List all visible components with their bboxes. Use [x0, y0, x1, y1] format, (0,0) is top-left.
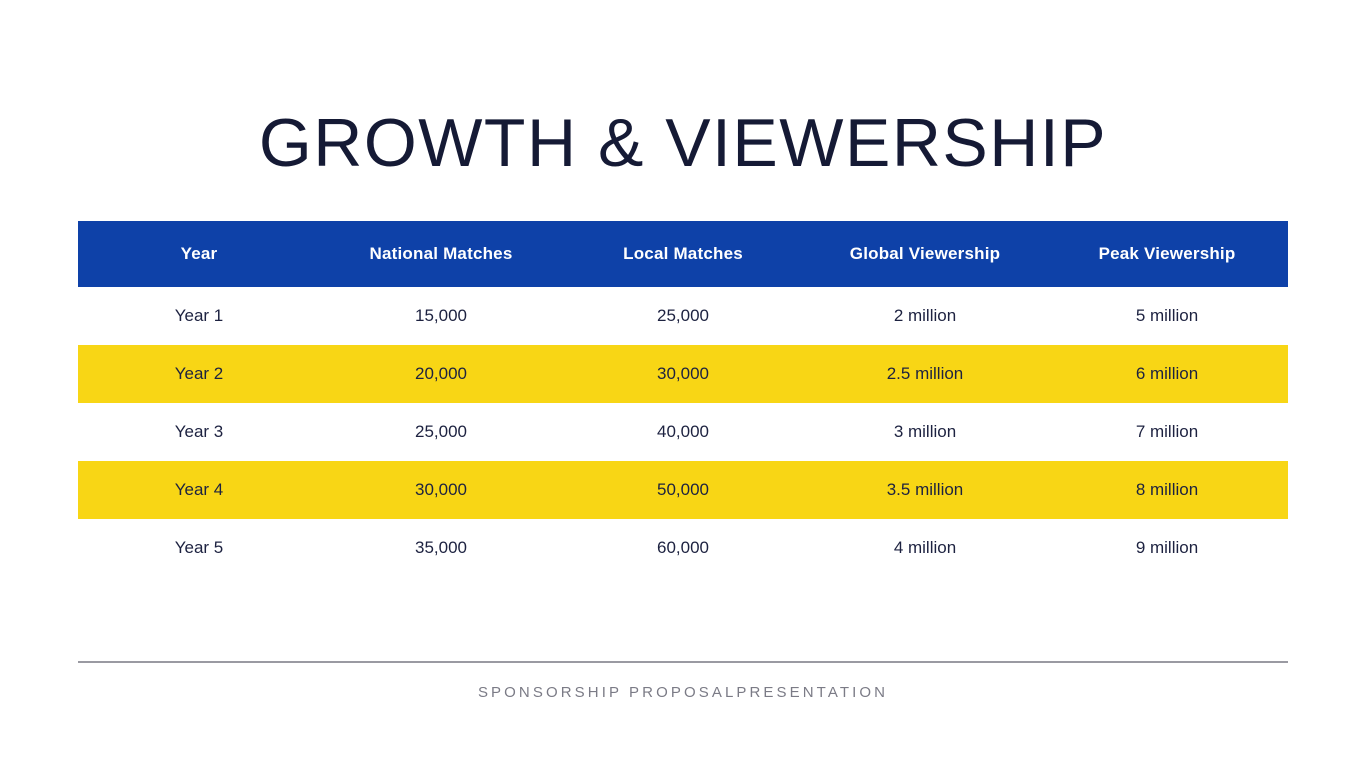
footer-divider: [78, 661, 1288, 663]
table-header: Year National Matches Local Matches Global …: [78, 221, 1288, 287]
table-cell: 50,000: [657, 480, 709, 499]
footer-label: SPONSORSHIP PROPOSALPRESENTATION: [477, 684, 889, 701]
column-header-2: Local Matches: [623, 244, 743, 263]
column-header-3: Global Viewership: [849, 244, 1001, 263]
table-cell: 40,000: [657, 422, 709, 441]
table-cell: 4 million: [893, 538, 957, 557]
table-row: Year 3 25,000 40,000 3 million 7 million: [78, 403, 1288, 461]
table-cell: 5 million: [1135, 306, 1199, 325]
table-cell: 20,000: [415, 364, 467, 383]
table-cell: Year 1: [174, 306, 224, 325]
table-cell: 6 million: [1135, 364, 1199, 383]
table-cell: 9 million: [1135, 538, 1199, 557]
table-body: Year 1 15,000 25,000 2 million 5 million Year…: [78, 287, 1288, 577]
table-cell: 60,000: [657, 538, 709, 557]
table-row: Year 1 15,000 25,000 2 million 5 million: [78, 287, 1288, 345]
table-header-row: Year National Matches Local Matches Global …: [78, 221, 1288, 287]
table-cell: 30,000: [415, 480, 467, 499]
table-row: Year 2 20,000 30,000 2.5 million 6 million: [78, 345, 1288, 403]
column-header-0: Year: [180, 244, 218, 263]
table-cell: 3.5 million: [886, 480, 964, 499]
table-row: Year 5 35,000 60,000 4 million 9 million: [78, 519, 1288, 577]
table-cell: 2.5 million: [886, 364, 964, 383]
table-cell: Year 3: [174, 422, 224, 441]
table-cell: 30,000: [657, 364, 709, 383]
table-cell: Year 5: [174, 538, 224, 557]
table-cell: 25,000: [415, 422, 467, 441]
table-cell: 25,000: [657, 306, 709, 325]
growth-viewership-table: Year National Matches Local Matches Global …: [78, 221, 1288, 577]
column-header-4: Peak Viewership: [1098, 244, 1236, 263]
table-cell: 8 million: [1135, 480, 1199, 499]
table-cell: 35,000: [415, 538, 467, 557]
table-cell: 3 million: [893, 422, 957, 441]
table-cell: Year 4: [174, 480, 224, 499]
table-cell: 2 million: [893, 306, 957, 325]
page-title: GROWTH & VIEWERSHIP: [258, 104, 1108, 181]
table-cell: 15,000: [415, 306, 467, 325]
data-table: Year National Matches Local Matches Global …: [78, 221, 1288, 577]
table-cell: Year 2: [174, 364, 224, 383]
column-header-1: National Matches: [369, 244, 513, 263]
table-row: Year 4 30,000 50,000 3.5 million 8 million: [78, 461, 1288, 519]
table-cell: 7 million: [1135, 422, 1199, 441]
